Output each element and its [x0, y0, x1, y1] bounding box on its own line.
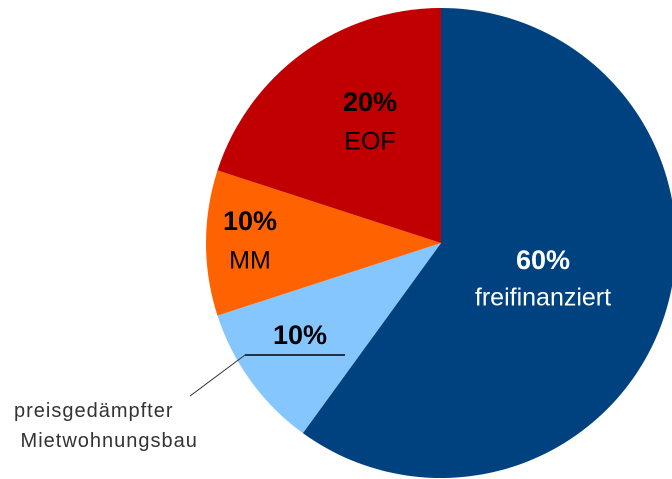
leader-line — [189, 354, 246, 397]
category-label: freifinanziert — [475, 284, 611, 312]
pie-slice — [206, 170, 441, 316]
data-label: 10% — [273, 320, 327, 350]
pie-slice — [302, 8, 672, 478]
data-label: 10% — [223, 206, 277, 236]
data-label: 60% — [516, 245, 570, 275]
category-label: preisgedämpfter Mietwohnungsbau — [14, 400, 198, 452]
category-label: MM — [229, 247, 271, 275]
pie-slice — [217, 243, 441, 434]
data-label: 20% — [343, 87, 397, 117]
pie-slice — [217, 8, 441, 243]
category-label: EOF — [344, 128, 395, 156]
